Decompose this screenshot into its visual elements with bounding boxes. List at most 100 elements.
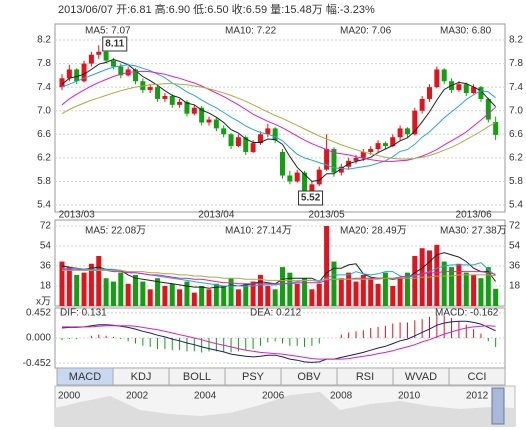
candle-body [221,128,227,135]
y-tick-label: 6.6 [37,129,51,140]
volume-bar [162,286,168,306]
legend-entry: MA20: 28.49万 [340,226,407,237]
ma-line [61,252,497,289]
y-tick-label: 7.4 [37,82,51,93]
x-tick-label: 2013/06 [456,210,493,221]
x-tick-label: 2013/05 [309,210,346,221]
volume-bar [478,278,484,306]
candle-body [302,172,308,193]
y-tick-label: 5.8 [37,176,51,187]
candle-body [331,149,337,173]
volume-bar [324,226,330,306]
candle-body [213,119,219,129]
candle-body [243,137,249,152]
candle-body [169,95,175,105]
y-tick-label: 18 [40,281,52,292]
volume-bar [272,289,278,306]
tab-label[interactable]: PSY [242,371,265,383]
volume-bar [213,283,219,306]
candle-body [287,175,293,182]
candle-body [147,87,153,91]
tab-label[interactable]: RSI [356,371,374,383]
timeline-year: 2010 [398,391,421,402]
timeline-sparkline [55,392,515,426]
tab-label[interactable]: CCI [468,371,487,383]
annotation: 8.11 [105,39,124,50]
tab-label[interactable]: OBV [297,371,321,383]
y-tick-label-right: 7.0 [509,105,523,116]
volume-bar [221,286,227,306]
volume-bar [169,283,175,306]
volume-bar [338,278,344,306]
candle-body [74,69,80,82]
volume-bar [316,283,322,306]
y-tick-label: 7.0 [37,105,51,116]
ma-line [61,320,496,363]
volume-bar [206,289,212,306]
candle-body [206,119,212,123]
candle-body [404,128,410,135]
tab-label[interactable]: KDJ [131,371,152,383]
candle-body [191,107,197,114]
legend-entry: MA10: 27.14万 [225,226,292,237]
volume-bar [88,263,94,306]
legend-entry: MA30: 6.80 [440,26,492,37]
candle-body [478,87,484,99]
candle-body [456,84,462,91]
y-tick-label: 7.8 [37,58,51,69]
ma-line [61,70,496,162]
candle-body [228,134,234,147]
volume-bar [191,292,197,306]
volume-bar [155,278,161,306]
ma-line [62,269,496,281]
y-tick-label-right: 7.4 [509,82,523,93]
volume-bar [177,289,183,306]
candle-body [155,87,161,99]
timeline-handle[interactable] [491,387,505,425]
volume-bar [184,281,190,306]
volume-bar [434,244,440,306]
y-tick-label-right: 5.8 [509,176,523,187]
volume-bar [125,283,131,306]
volume-bar [257,274,263,306]
y-tick-label: 0.452 [26,308,51,319]
volume-bar [103,278,109,306]
legend-entry: DIF: 0.131 [60,308,107,319]
y-tick-label-right: 8.2 [509,35,523,46]
volume-bar [397,278,403,306]
volume-bar [199,286,205,306]
candle-body [434,69,440,88]
candle-body [316,169,322,185]
legend-entry: MA30: 27.38万 [440,226,507,237]
candle-body [390,137,396,147]
volume-bar [427,250,432,306]
volume-bar [368,278,374,306]
volume-bar [353,281,359,306]
volume-bar [110,281,116,306]
timeline-year: 2012 [466,391,489,402]
candle-body [88,54,94,64]
y-tick-label: 0.000 [26,333,51,344]
volume-bar [133,274,138,306]
y-tick-label-right: 7.8 [509,58,523,69]
tab[interactable] [448,367,506,386]
volume-bar [302,278,308,306]
legend-entry: DEA: 0.212 [250,308,302,319]
candle-body [133,69,138,82]
volume-bar [412,256,418,306]
volume-bar [449,267,455,306]
volume-bar [375,283,381,306]
y-tick-label: 5.4 [37,200,51,211]
quote-header: 2013/06/07 开:6.81 高:6.90 低:6.50 收:6.59 量… [58,2,375,16]
volume-bar [294,283,300,306]
tab-label[interactable]: MACD [69,371,101,383]
ma-line [61,58,496,182]
candle-body [382,143,388,147]
tab-label[interactable]: WVAD [405,371,437,383]
tab-label[interactable]: BOLL [183,371,211,383]
volume-bar [382,272,388,306]
candle-body [441,69,447,82]
y-tick-label: 8.2 [37,35,51,46]
candle-body [419,98,425,111]
